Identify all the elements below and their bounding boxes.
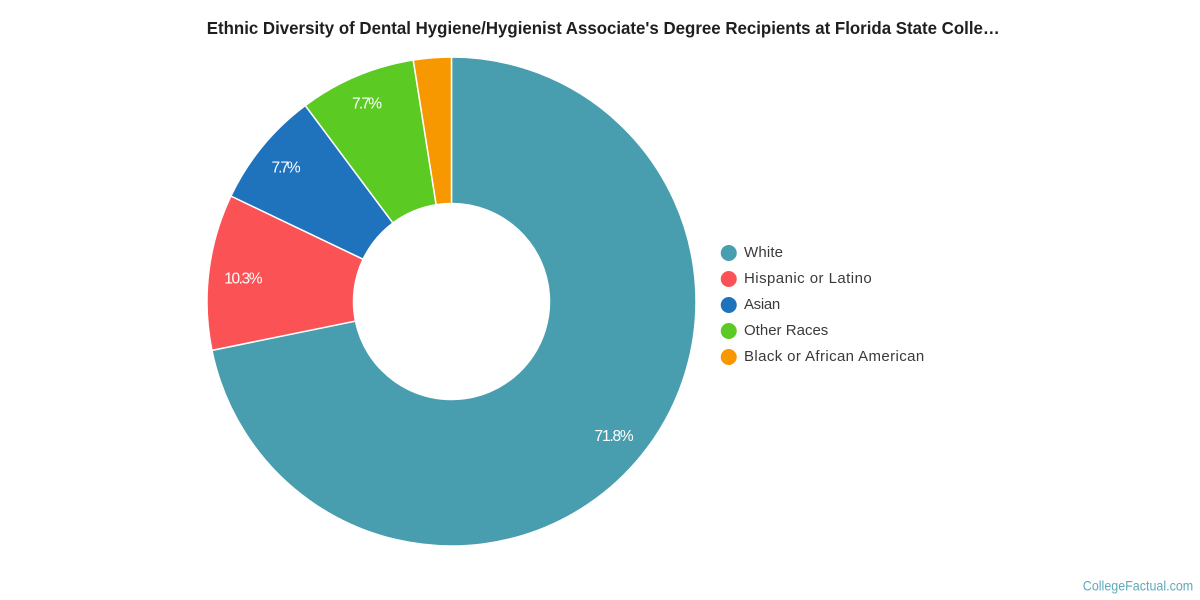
svg-text:7.7%: 7.7%: [352, 96, 382, 113]
svg-text:7.7%: 7.7%: [272, 160, 301, 177]
svg-text:CollegeFactual.com: CollegeFactual.com: [1083, 578, 1193, 594]
svg-text:Hispanic or Latino: Hispanic or Latino: [744, 270, 872, 287]
svg-text:Black or African American: Black or African American: [744, 348, 924, 365]
svg-text:Asian: Asian: [744, 296, 780, 313]
svg-text:Ethnic Diversity of Dental Hyg: Ethnic Diversity of Dental Hygiene/Hygie…: [207, 18, 1000, 38]
svg-text:71.8%: 71.8%: [595, 428, 634, 445]
svg-text:Other Races: Other Races: [744, 322, 828, 339]
svg-text:10.3%: 10.3%: [224, 271, 262, 288]
svg-text:White: White: [744, 244, 783, 261]
